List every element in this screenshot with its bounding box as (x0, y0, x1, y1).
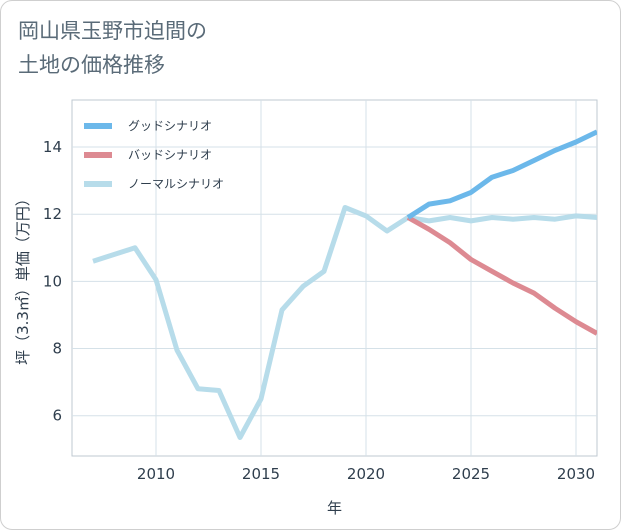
series-line-0 (406, 129, 597, 220)
x-tick-label: 2025 (452, 465, 490, 483)
y-tick-label: 6 (52, 407, 62, 425)
y-tick-label: 12 (43, 205, 62, 223)
plot-area (71, 99, 598, 457)
legend-label: バッドシナリオ (128, 148, 212, 162)
series-line-1 (406, 215, 597, 336)
x-tick-label: 2010 (137, 465, 175, 483)
y-tick-label: 10 (43, 272, 62, 290)
legend-label: グッドシナリオ (128, 119, 212, 133)
series-line-2 (92, 205, 597, 440)
y-tick-label: 8 (52, 340, 62, 358)
chart-title: 岡山県玉野市迫間の 土地の価格推移 (18, 14, 598, 82)
y-tick-label: 14 (43, 138, 62, 156)
x-axis-title: 年 (327, 499, 342, 517)
y-axis-title: 坪（3.3㎡）単価（万円） (14, 191, 32, 365)
x-tick-label: 2030 (557, 465, 595, 483)
chart-title-line-2: 土地の価格推移 (18, 53, 165, 77)
chart-title-line-1: 岡山県玉野市迫間の (18, 19, 207, 43)
x-tick-label: 2015 (242, 465, 280, 483)
x-tick-label: 2020 (347, 465, 385, 483)
legend-label: ノーマルシナリオ (128, 177, 224, 191)
